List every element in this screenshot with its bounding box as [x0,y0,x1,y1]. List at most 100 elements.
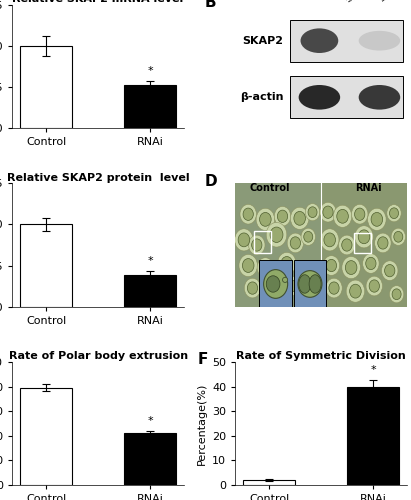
Ellipse shape [323,256,339,276]
Text: β-actin: β-actin [240,92,283,102]
Ellipse shape [257,258,274,278]
Ellipse shape [346,280,365,302]
Ellipse shape [333,205,352,228]
Title: Rate of Symmetric Division: Rate of Symmetric Division [236,351,406,361]
Ellipse shape [306,289,315,300]
Ellipse shape [355,226,373,248]
Ellipse shape [277,210,288,222]
Text: Control: Control [249,182,290,192]
Ellipse shape [324,233,335,247]
Y-axis label: Percentage(%): Percentage(%) [196,382,207,464]
Ellipse shape [282,278,288,282]
Bar [290,76,404,118]
Ellipse shape [378,237,388,249]
Ellipse shape [247,282,258,294]
Text: *: * [370,366,376,376]
Ellipse shape [283,276,299,296]
Ellipse shape [238,233,250,247]
Bar [124,276,176,306]
Ellipse shape [291,208,309,230]
Text: *: * [147,66,153,76]
Ellipse shape [329,282,339,294]
Ellipse shape [392,289,401,300]
Ellipse shape [305,204,320,221]
Ellipse shape [268,284,280,298]
Bar [347,386,399,485]
Ellipse shape [243,208,253,220]
Ellipse shape [342,239,352,251]
Ellipse shape [301,228,316,246]
Title: Relative SKAP2 protein  level: Relative SKAP2 protein level [7,172,189,182]
Bar [354,232,371,253]
Bar [321,184,407,306]
Ellipse shape [371,212,383,226]
Ellipse shape [277,252,296,274]
Text: *: * [147,256,153,266]
Ellipse shape [326,278,342,298]
Ellipse shape [244,278,261,298]
Ellipse shape [266,276,280,292]
Ellipse shape [342,256,360,278]
Ellipse shape [385,264,395,277]
Bar [124,434,176,485]
Title: Rate of Polar body extrusion: Rate of Polar body extrusion [9,351,188,361]
Bar [290,20,404,61]
Bar [243,480,295,485]
Ellipse shape [270,227,283,242]
Text: F: F [198,352,208,367]
Ellipse shape [351,204,368,224]
Bar [20,46,72,128]
Title: Relative SKAP2 mRNA level: Relative SKAP2 mRNA level [12,0,184,4]
Ellipse shape [263,270,288,298]
Ellipse shape [387,204,401,222]
Ellipse shape [304,232,313,242]
Text: *: * [147,416,153,426]
Text: RNAi: RNAi [364,0,388,5]
Ellipse shape [326,260,337,272]
Ellipse shape [286,280,296,292]
Ellipse shape [299,274,311,293]
Ellipse shape [296,261,312,280]
Ellipse shape [249,235,265,255]
Ellipse shape [308,207,317,218]
Ellipse shape [294,212,305,226]
Ellipse shape [390,208,399,218]
Ellipse shape [366,276,383,296]
Ellipse shape [252,239,262,251]
Bar [20,224,72,306]
Ellipse shape [350,284,361,298]
Ellipse shape [256,208,275,231]
Bar [20,388,72,485]
Ellipse shape [240,204,256,224]
Text: D: D [204,174,217,188]
Ellipse shape [274,206,291,226]
Ellipse shape [281,256,293,270]
Ellipse shape [287,233,304,253]
Ellipse shape [239,254,257,276]
Ellipse shape [359,85,400,110]
Ellipse shape [345,260,357,274]
Ellipse shape [242,258,254,272]
Text: B: B [204,0,216,10]
Ellipse shape [298,270,322,297]
Ellipse shape [381,261,398,280]
Ellipse shape [260,212,271,226]
Ellipse shape [355,208,365,220]
Ellipse shape [320,202,336,222]
Ellipse shape [304,286,318,303]
Ellipse shape [359,31,400,50]
Bar [254,230,271,253]
Ellipse shape [366,258,376,270]
Ellipse shape [394,232,403,242]
Ellipse shape [265,280,283,302]
Ellipse shape [339,235,355,255]
Text: RNAi: RNAi [355,182,381,192]
Bar [124,84,176,128]
Ellipse shape [235,229,253,251]
Ellipse shape [363,254,379,274]
Ellipse shape [299,264,309,277]
Ellipse shape [299,85,340,110]
Bar [294,260,326,306]
Ellipse shape [290,237,300,249]
Ellipse shape [266,222,287,247]
